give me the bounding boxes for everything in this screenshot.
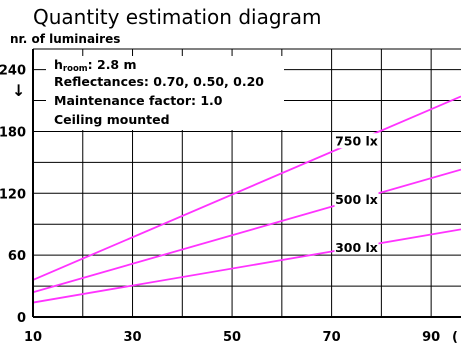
y-axis-arrow-icon: ↓ (12, 81, 25, 100)
info-h-sub: room (62, 64, 88, 74)
series-lines: 750 lx 500 lx 300 lx (32, 95, 461, 304)
y-tick-label: 0 (17, 311, 26, 326)
y-tick-label: 60 (8, 249, 26, 264)
x-tick-label: 50 (223, 330, 241, 345)
series-label-background (334, 239, 379, 255)
tick-labels: 0 60 120 180 240 10 30 50 70 90 ( (0, 64, 458, 345)
y-tick-label: 240 (0, 64, 26, 79)
y-axis-label: nr. of luminaires (10, 32, 121, 46)
series-line (32, 228, 461, 304)
series-label: 750 lx (335, 134, 378, 149)
info-reflectances: Reflectances: 0.70, 0.50, 0.20 (54, 74, 264, 89)
x-axis-unit-label: ( (452, 330, 458, 345)
series-label: 500 lx (335, 192, 378, 207)
legend-box-background (46, 56, 284, 130)
x-tick-label: 90 (422, 330, 440, 345)
chart-title: Quantity estimation diagram (33, 5, 322, 29)
y-tick-label: 180 (0, 125, 26, 140)
info-mounting: Ceiling mounted (54, 112, 170, 127)
y-tick-label: 120 (0, 187, 26, 202)
x-tick-label: 70 (323, 330, 341, 345)
series-label-background (334, 191, 379, 207)
x-tick-label: 10 (24, 330, 42, 345)
info-h: h (54, 57, 63, 72)
series-line (32, 168, 461, 294)
axes (32, 49, 461, 318)
series-label-background (334, 133, 379, 149)
info-room-height: hroom: 2.8 m (54, 57, 137, 77)
x-tick-label: 30 (123, 330, 141, 345)
info-h-value: : 2.8 m (87, 57, 137, 72)
series-line (32, 95, 461, 281)
info-maintenance: Maintenance factor: 1.0 (54, 93, 223, 108)
series-label: 300 lx (335, 240, 378, 255)
